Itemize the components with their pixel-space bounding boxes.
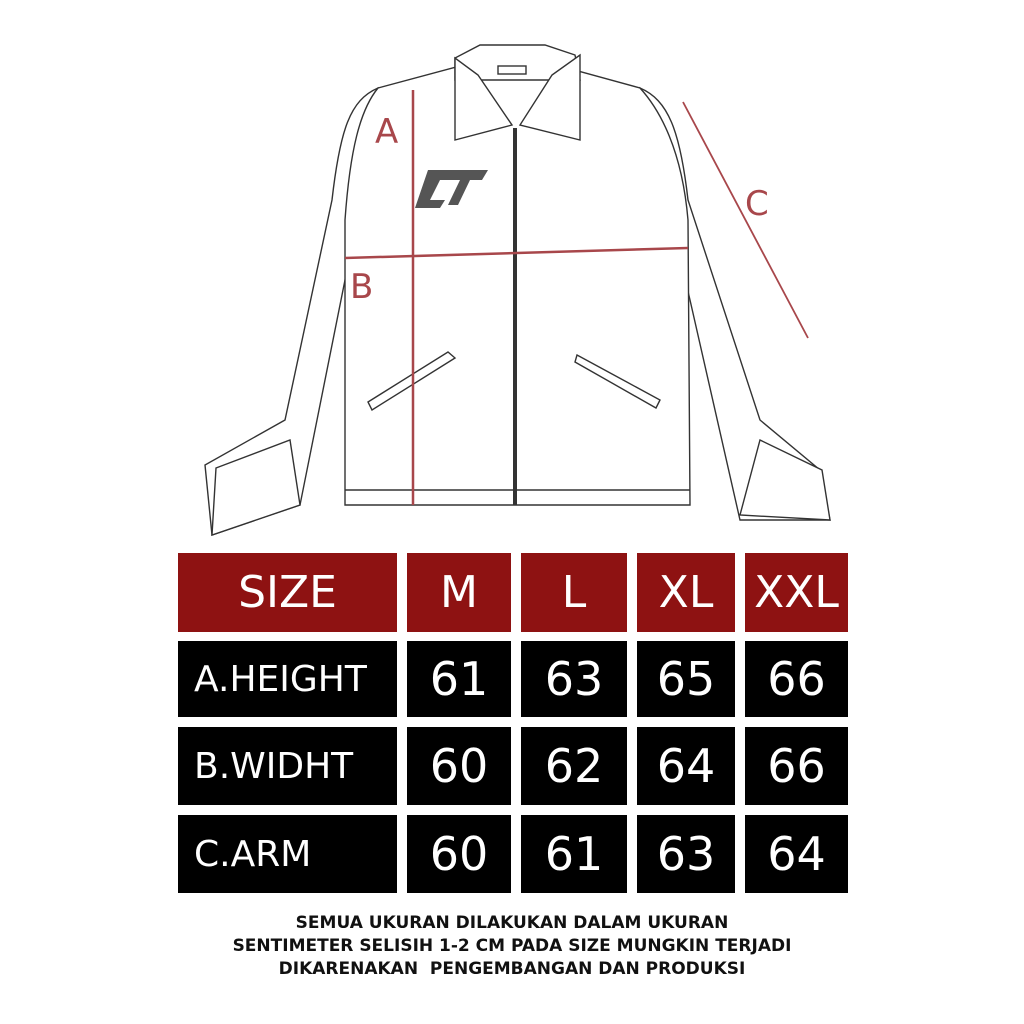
value-cell: 65 xyxy=(637,641,735,717)
value-cell: 61 xyxy=(521,815,627,893)
note-line: SENTIMETER SELISIH 1-2 CM PADA SIZE MUNG… xyxy=(232,936,792,956)
row-label-arm: C.ARM xyxy=(178,815,397,893)
label-b: B xyxy=(350,267,373,307)
measure-line-b xyxy=(344,246,689,260)
measure-line-c xyxy=(682,101,809,339)
value-cell: 60 xyxy=(407,815,511,893)
value-cell: 64 xyxy=(745,815,848,893)
collar-right xyxy=(518,53,581,141)
header-xl: XL xyxy=(637,553,735,632)
label-c: C xyxy=(745,184,769,224)
note-line: SEMUA UKURAN DILAKUKAN DALAM UKURAN xyxy=(295,913,729,933)
value-cell: 61 xyxy=(407,641,511,717)
value-cell: 64 xyxy=(637,727,735,805)
logo-icon xyxy=(415,170,488,208)
value-cell: 60 xyxy=(407,727,511,805)
header-xxl: XXL xyxy=(745,553,848,632)
row-label-width: B.WIDHT xyxy=(178,727,397,805)
collar-left xyxy=(454,56,514,141)
measurement-note: SEMUA UKURAN DILAKUKAN DALAM UKURAN SENT… xyxy=(0,912,1024,981)
value-cell: 63 xyxy=(637,815,735,893)
header-m: M xyxy=(407,553,511,632)
left-sleeve xyxy=(204,86,379,536)
jacket-diagram: A B C xyxy=(204,44,831,536)
left-cuff xyxy=(211,439,301,536)
value-cell: 62 xyxy=(521,727,627,805)
header-l: L xyxy=(521,553,627,632)
note-line: DIKARENAKAN PENGEMBANGAN DAN PRODUKSI xyxy=(278,959,746,979)
value-cell: 66 xyxy=(745,727,848,805)
value-cell: 66 xyxy=(745,641,848,717)
value-cell: 63 xyxy=(521,641,627,717)
header-size: SIZE xyxy=(178,553,397,632)
row-label-height: A.HEIGHT xyxy=(178,641,397,717)
collar-tab xyxy=(497,65,527,75)
right-cuff xyxy=(739,439,831,521)
right-pocket xyxy=(574,353,661,409)
label-a: A xyxy=(375,112,398,152)
left-pocket xyxy=(367,351,457,412)
